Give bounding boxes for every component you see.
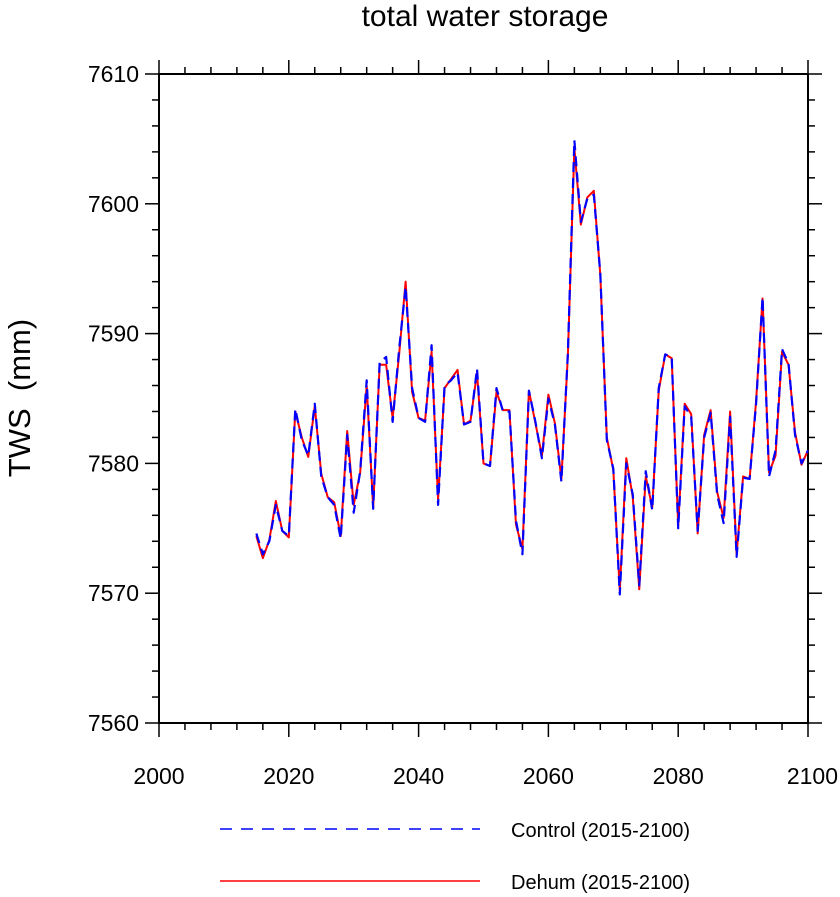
chart-title: total water storage	[362, 0, 609, 33]
plot-axes: 7560 7570 7580 7590 7600 7610 2000 2020 2040 2060…	[88, 60, 838, 789]
x-tick-label: 2000	[133, 763, 184, 789]
x-tick-label: 2100	[787, 763, 838, 789]
y-tick-label: 7570	[88, 580, 139, 606]
series-layer	[255, 139, 809, 596]
y-tick-label: 7560	[88, 710, 139, 736]
legend-dehum-label: Dehum (2015-2100)	[511, 872, 690, 894]
y-tick-label: 7610	[88, 61, 139, 87]
x-tick-label: 2080	[653, 763, 704, 789]
y-tick-label: 7580	[88, 450, 139, 476]
dehum-series-line	[255, 146, 809, 592]
x-tick-label: 2020	[263, 763, 314, 789]
control-series-line	[255, 139, 809, 596]
x-tick-label: 2040	[393, 763, 444, 789]
chart-legend: Control (2015-2100) Dehum (2015-2100)	[220, 820, 690, 894]
y-tick-label: 7600	[88, 191, 139, 217]
plot-frame	[158, 73, 809, 724]
legend-control-label: Control (2015-2100)	[511, 820, 690, 842]
x-tick-label: 2060	[523, 763, 574, 789]
y-axis-label: TWS (mm)	[2, 319, 37, 477]
y-tick-label: 7590	[88, 321, 139, 347]
